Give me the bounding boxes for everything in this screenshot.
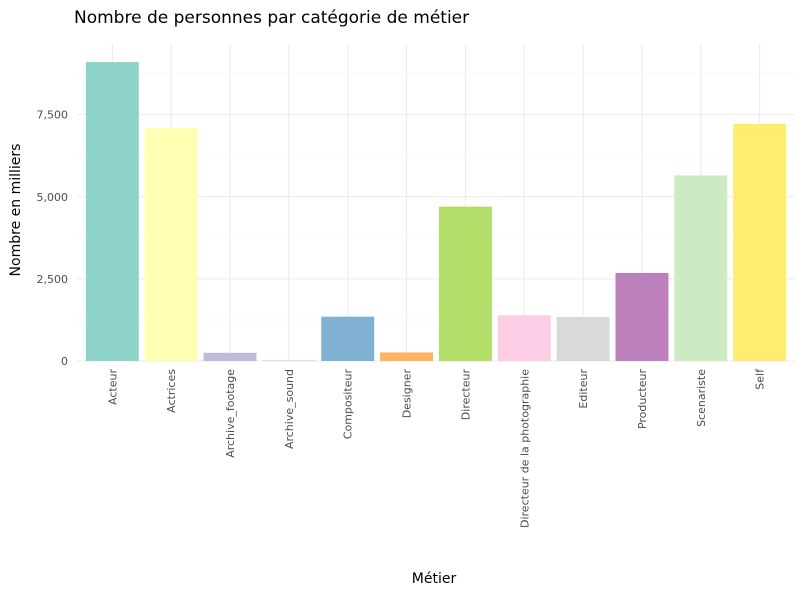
- bar-editeur: [556, 316, 610, 361]
- bar-directeur: [438, 206, 492, 361]
- x-tick-label: Archive_footage: [224, 369, 237, 458]
- bar-producteur: [615, 272, 669, 361]
- chart-title: Nombre de personnes par catégorie de mét…: [74, 8, 469, 28]
- y-tick-label: 2,500: [37, 273, 69, 286]
- x-tick-label: Compositeur: [342, 369, 355, 440]
- y-tick-label: 0: [61, 355, 68, 368]
- x-tick-label: Designer: [401, 369, 414, 419]
- bar-self: [733, 123, 787, 362]
- bar-directeur-de-la-photographie: [497, 315, 551, 361]
- y-axis-title: Nombre en milliers: [8, 144, 24, 277]
- x-tick-label: Archive_sound: [283, 369, 296, 449]
- y-tick-label: 5,000: [37, 191, 69, 204]
- bar-archive-footage: [203, 352, 257, 361]
- bar-acteur: [85, 62, 139, 362]
- y-tick-label: 7,500: [37, 109, 69, 122]
- x-tick-label: Acteur: [106, 369, 119, 405]
- bar-compositeur: [321, 316, 375, 361]
- bar-scenariste: [674, 175, 728, 361]
- x-axis-ticks: Acteur Actrices Archive_footage Archive_sou…: [106, 368, 766, 528]
- y-axis-ticks: 0 2,500 5,000 7,500: [37, 109, 69, 368]
- x-tick-label: Scenariste: [695, 369, 708, 427]
- x-tick-label: Directeur de la photographie: [518, 369, 531, 528]
- x-tick-label: Directeur: [459, 369, 472, 421]
- x-axis-title: Métier: [412, 571, 457, 587]
- x-tick-label: Producteur: [636, 369, 649, 430]
- x-tick-label: Self: [754, 368, 767, 390]
- bars: [85, 62, 787, 362]
- bar-designer: [380, 352, 434, 361]
- x-tick-label: Editeur: [577, 369, 590, 409]
- x-tick-label: Actrices: [165, 369, 178, 413]
- bar-actrices: [144, 127, 198, 361]
